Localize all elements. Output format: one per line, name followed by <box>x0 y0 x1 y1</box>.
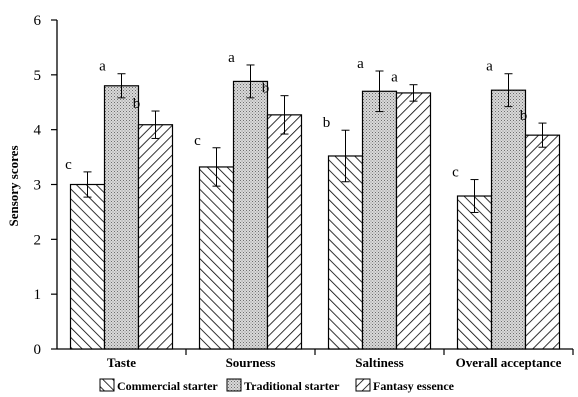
x-category-label: Saltiness <box>355 355 403 370</box>
significance-label: a <box>391 70 398 86</box>
bar <box>69 183 106 350</box>
legend-label: Commercial starter <box>117 379 218 393</box>
legend: Commercial starter Traditional starter Fan… <box>99 378 455 393</box>
bar <box>490 89 527 350</box>
legend-swatch <box>226 378 242 392</box>
significance-label: a <box>486 59 493 75</box>
x-category-label: Taste <box>107 355 136 370</box>
y-tick-label: 6 <box>34 13 42 29</box>
significance-label: c <box>65 157 72 173</box>
significance-label: b <box>323 115 331 131</box>
bar <box>137 124 174 350</box>
bar <box>232 80 269 350</box>
significance-label: a <box>228 50 235 66</box>
bar <box>266 114 303 350</box>
y-tick-label: 3 <box>34 178 42 194</box>
labels: Taste c a b Sourness c a b Saltiness b a a Overall a… <box>65 50 561 370</box>
significance-label: c <box>194 133 201 149</box>
bar <box>103 85 140 350</box>
legend-swatch <box>355 378 371 392</box>
x-category-label: Sourness <box>226 355 276 370</box>
y-tick-label: 4 <box>34 123 42 139</box>
legend-swatch <box>99 378 115 392</box>
significance-label: b <box>520 108 528 124</box>
bar <box>361 90 398 350</box>
bar <box>198 166 235 350</box>
bar <box>395 92 432 350</box>
y-tick-label: 2 <box>34 232 42 248</box>
y-tick-label: 0 <box>34 342 42 358</box>
x-category-label: Overall acceptance <box>456 355 562 370</box>
y-tick-label: 5 <box>34 68 42 84</box>
significance-label: a <box>357 56 364 72</box>
bars <box>69 64 561 350</box>
significance-label: b <box>133 96 141 112</box>
significance-label: c <box>452 165 459 181</box>
significance-label: a <box>99 59 106 75</box>
y-tick-label: 1 <box>34 287 42 303</box>
y-axis-label: Sensory scores <box>6 145 21 226</box>
legend-label: Fantasy essence <box>373 379 455 393</box>
bar <box>456 195 493 350</box>
bar <box>327 155 364 350</box>
legend-label: Traditional starter <box>244 379 340 393</box>
significance-label: b <box>262 81 270 97</box>
bar <box>524 134 561 350</box>
